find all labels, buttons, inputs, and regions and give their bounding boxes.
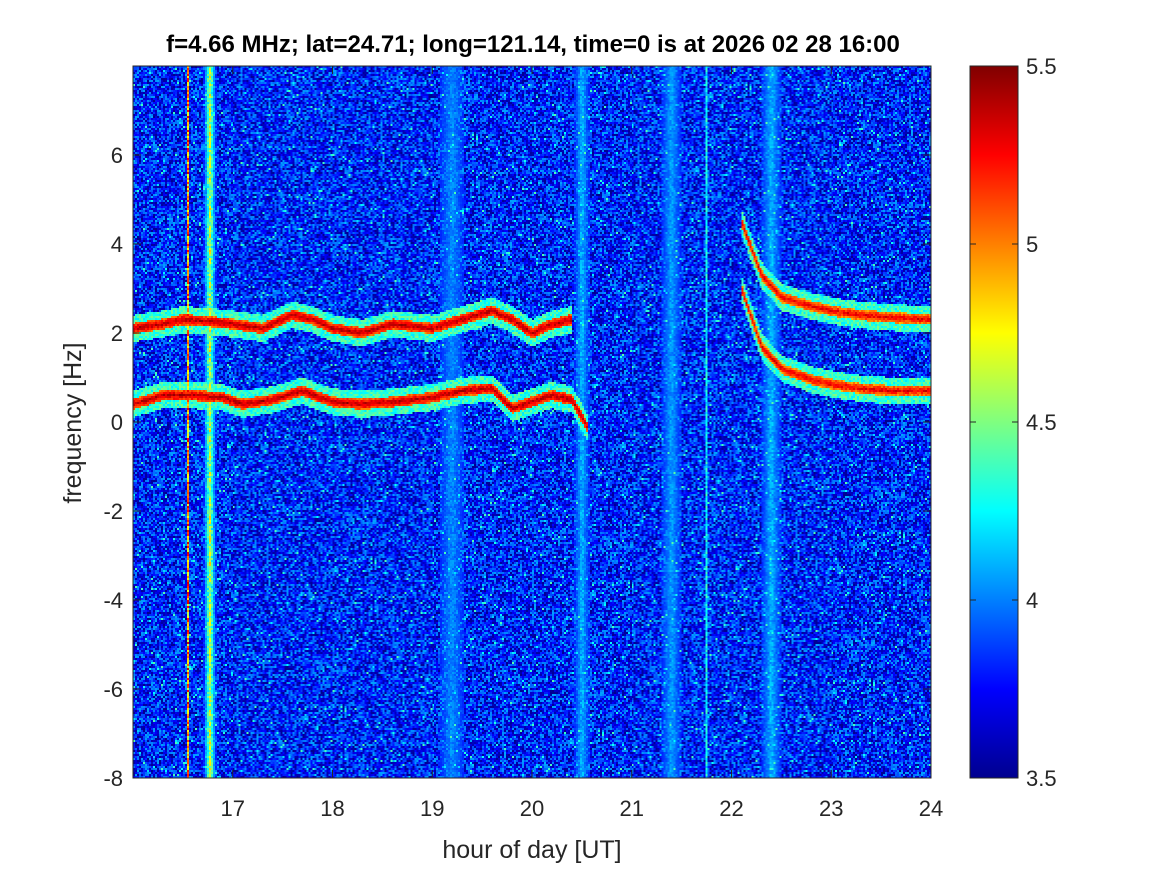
y-tick-label: -4 bbox=[103, 588, 123, 613]
y-tick-label: -6 bbox=[103, 677, 123, 702]
y-tick-label: -8 bbox=[103, 766, 123, 791]
y-tick-label: -2 bbox=[103, 499, 123, 524]
y-tick-label: 6 bbox=[111, 143, 123, 168]
colorbar-tick-label: 5 bbox=[1026, 232, 1038, 257]
y-axis: -8 -6 -4 -2 0 2 4 6 bbox=[103, 143, 931, 791]
y-tick-label: 4 bbox=[111, 232, 123, 257]
colorbar-tick-label: 4 bbox=[1026, 588, 1038, 613]
y-tick-label: 0 bbox=[111, 410, 123, 435]
colorbar: 3.5 4 4.5 5 5.5 bbox=[969, 54, 1057, 791]
spectrogram-heatmap bbox=[133, 66, 931, 778]
colorbar-gradient bbox=[969, 65, 1019, 779]
x-axis-label: hour of day [UT] bbox=[442, 836, 621, 864]
x-tick-label: 20 bbox=[520, 796, 544, 821]
x-tick-label: 23 bbox=[819, 796, 843, 821]
plot-area bbox=[132, 65, 932, 779]
x-tick-label: 18 bbox=[320, 796, 344, 821]
x-tick-label: 19 bbox=[420, 796, 444, 821]
x-tick-label: 21 bbox=[620, 796, 644, 821]
y-axis-label: frequency [Hz] bbox=[59, 342, 87, 503]
colorbar-tick-label: 3.5 bbox=[1026, 766, 1057, 791]
y-tick-label: 2 bbox=[111, 321, 123, 346]
x-axis: 17 18 19 20 21 22 23 24 bbox=[221, 66, 943, 821]
x-tick-label: 17 bbox=[221, 796, 245, 821]
colorbar-ticks: 3.5 4 4.5 5 5.5 bbox=[970, 54, 1057, 791]
x-tick-label: 24 bbox=[919, 796, 943, 821]
colorbar-tick-label: 4.5 bbox=[1026, 410, 1057, 435]
x-tick-label: 22 bbox=[719, 796, 743, 821]
chart-title: f=4.66 MHz; lat=24.71; long=121.14, time… bbox=[166, 31, 900, 58]
colorbar-tick-label: 5.5 bbox=[1026, 54, 1057, 79]
